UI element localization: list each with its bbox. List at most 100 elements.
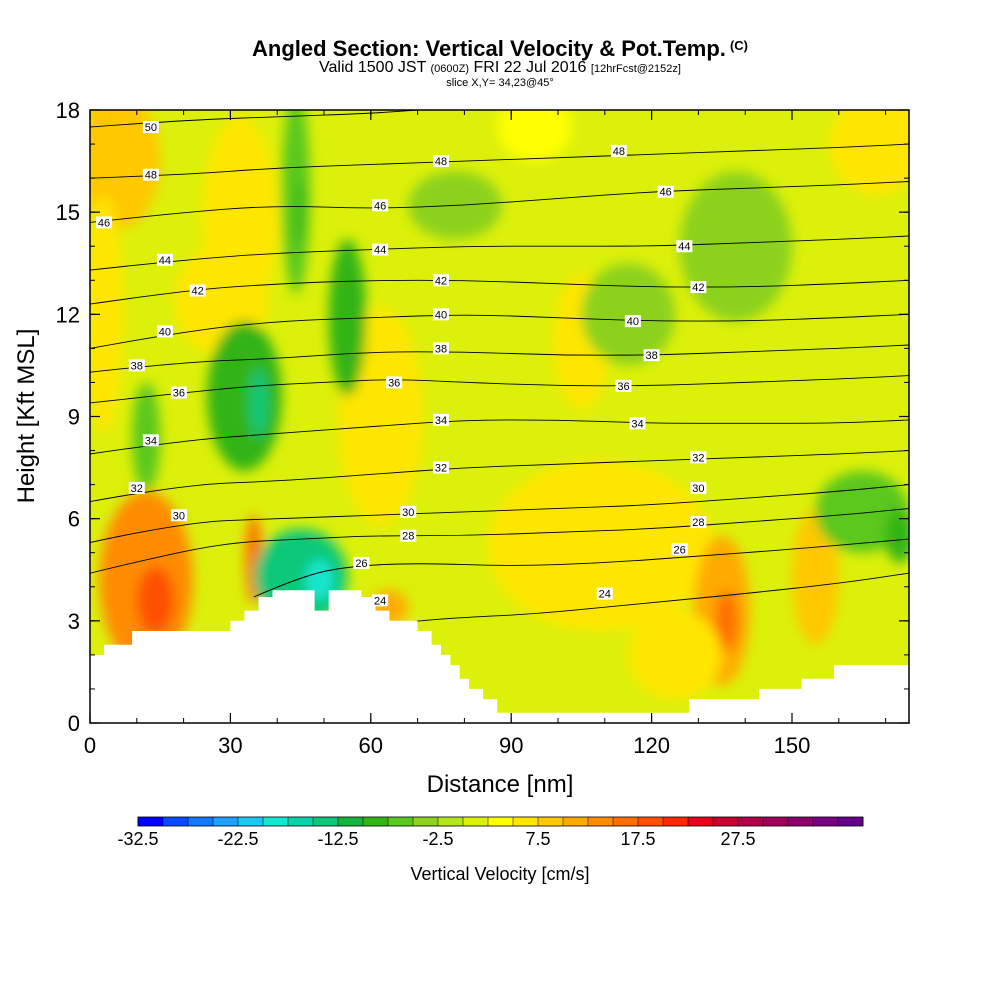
theta-label: 44 [676,240,693,253]
colorbar-swatch [188,817,214,826]
colorbar-tick-label: 7.5 [525,829,550,849]
theta-label: 34 [433,413,449,427]
theta-contour-44 [90,235,909,271]
velocity-cell [679,171,793,322]
theta-label: 36 [615,379,632,393]
x-axis: 0 30 60 90 120 150 [84,110,887,758]
x-tick-label: 150 [774,733,811,758]
theta-label-text: 28 [692,517,704,529]
colorbar-swatch [338,817,364,826]
chart-subtitle: Valid 1500 JST (0600Z) FRI 22 Jul 2016 [… [0,59,1000,78]
theta-label-text: 44 [678,241,690,253]
theta-contour-48 [90,143,909,179]
y-tick-label: 0 [68,711,80,736]
theta-label-text: 30 [402,507,414,519]
theta-label-text: 44 [159,255,171,267]
theta-label-text: 34 [435,415,447,427]
velocity-cell [328,239,367,397]
theta-contours [90,110,909,625]
theta-contour-38 [90,344,909,373]
velocity-cell [497,110,573,162]
theta-label-text: 38 [435,343,447,355]
colorbar-swatch [663,817,689,826]
colorbar-swatch [838,817,864,826]
colorbar-swatch [688,817,714,826]
theta-label: 28 [690,516,707,529]
slice-info: slice X,Y= 34,23@45° [446,77,554,89]
colorbar-swatch [138,817,164,826]
theta-label: 42 [189,284,206,297]
colorbar-swatch [438,817,464,826]
theta-label: 32 [690,451,707,464]
velocity-cell [305,559,334,601]
theta-label: 32 [128,482,145,495]
theta-label-text: 40 [627,316,639,328]
colorbar-swatch [563,817,589,826]
theta-label-text: 40 [159,326,171,338]
theta-label: 44 [372,243,389,257]
plot-area: 50 48 48 48 46 46 46 44 44 44 42 42 42 40 40 40 38 38 38 36… [90,110,909,723]
theta-label: 24 [372,594,389,607]
zulu-time: (0600Z) [430,63,470,75]
theta-contour-28 [90,508,909,574]
colorbar-label: Vertical Velocity [cm/s] [410,864,589,884]
colorbar-swatch [513,817,539,826]
theta-label-text: 48 [613,146,625,158]
theta-label-text: 24 [599,589,611,601]
theta-label-text: 30 [173,510,185,522]
theta-label-text: 28 [402,531,414,543]
colorbar-swatch [488,817,514,826]
theta-label-text: 46 [660,187,672,199]
theta-label-text: 38 [645,350,657,362]
colorbar-tick-label: -22.5 [217,829,258,849]
colorbar-tick-label: 27.5 [720,829,755,849]
colorbar-tick-label: 17.5 [620,829,655,849]
valid-date: FRI 22 Jul 2016 [473,59,587,76]
theta-label: 34 [142,434,159,447]
theta-label-text: 36 [173,388,185,400]
theta-label-text: 36 [617,381,629,393]
colorbar-swatch [613,817,639,826]
velocity-field [90,110,909,700]
x-axis-label: Distance [nm] [427,771,574,798]
theta-label-text: 48 [145,170,157,182]
colorbar-swatch [388,817,414,826]
y-axis-label: Height [Kft MSL] [13,329,40,504]
theta-label: 36 [386,376,403,389]
theta-label: 38 [433,342,449,355]
theta-contour-50 [90,110,418,128]
y-tick-label: 6 [68,507,80,532]
theta-label: 46 [657,185,674,199]
velocity-cell [581,263,675,366]
x-tick-label: 120 [633,733,670,758]
theta-contour-42 [90,279,909,305]
y-tick-label: 12 [56,302,80,327]
theta-label: 42 [433,274,449,287]
theta-label-text: 38 [131,360,143,372]
theta-label: 34 [629,417,646,430]
theta-label-text: 50 [145,122,157,134]
velocity-cell [714,590,739,652]
theta-label: 30 [400,505,417,519]
theta-label-text: 40 [435,309,447,321]
theta-label: 48 [610,144,627,158]
colorbar: -32.5 -22.5 -12.5 -2.5 7.5 17.5 27.5 [117,816,864,849]
theta-label: 40 [624,315,641,328]
velocity-cell [207,321,282,471]
velocity-cell [792,508,839,645]
theta-label-text: 26 [674,544,686,556]
theta-label-text: 46 [98,217,110,229]
velocity-cell [829,110,909,196]
theta-label-text: 44 [374,245,386,257]
theta-contour-26 [253,538,909,598]
velocity-cell [487,460,713,632]
theta-label-text: 32 [131,483,143,495]
colorbar-swatch [363,817,389,826]
colorbar-swatch [738,817,764,826]
velocity-cell [628,610,722,700]
theta-label: 30 [690,482,707,495]
terrain-mask [90,590,909,723]
theta-label: 44 [156,253,173,267]
theta-label: 42 [690,281,707,294]
theta-label-text: 42 [192,285,204,297]
